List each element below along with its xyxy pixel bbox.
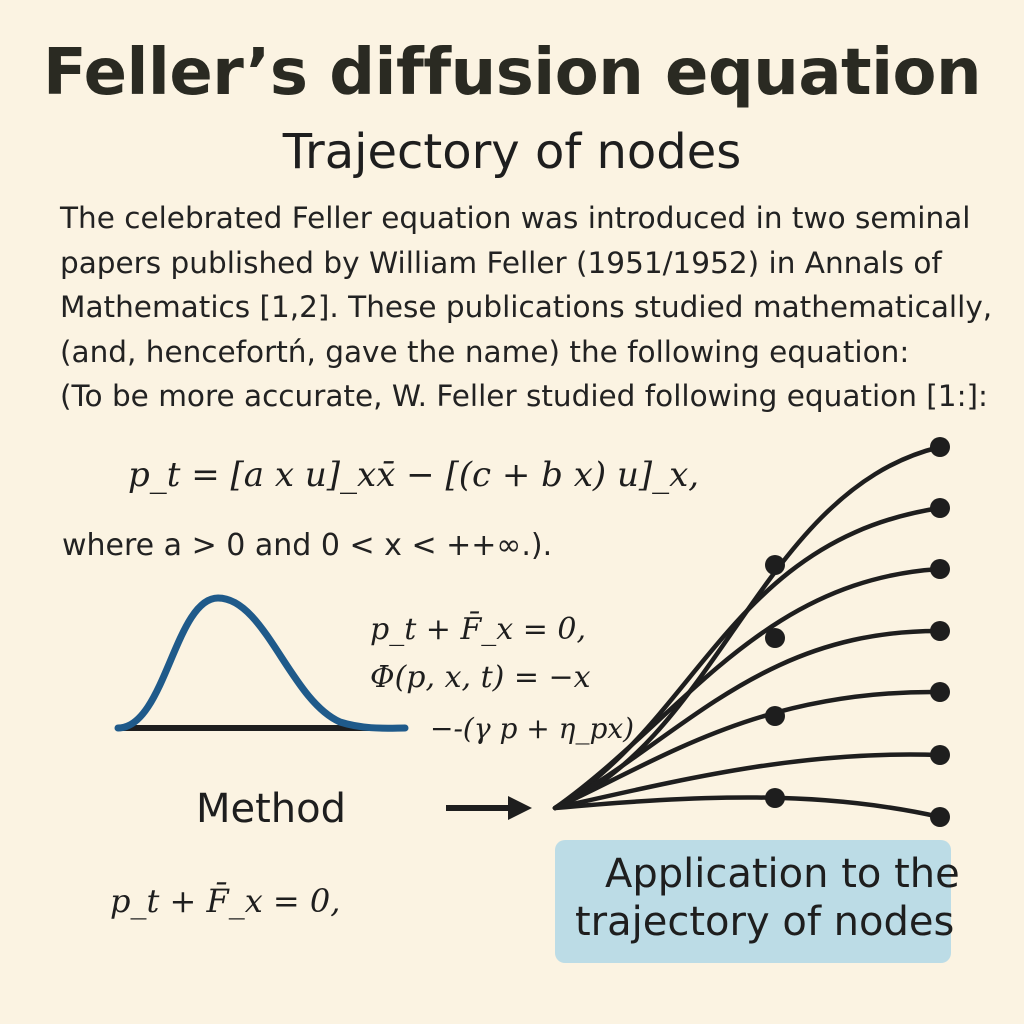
bell-curve-line xyxy=(114,594,409,732)
page-title: Feller’s diffusion equation xyxy=(42,36,982,110)
side-equation-1: p_t + F̄_x = 0, xyxy=(370,612,587,647)
paragraph-line: papers published by William Feller (1951… xyxy=(60,245,942,280)
bottom-equation: p_t + F̄_x = 0, xyxy=(110,882,341,920)
trajectory-line xyxy=(552,628,943,811)
node-point xyxy=(930,682,950,702)
trajectory-fan-diagram xyxy=(552,444,943,820)
bell-curve-icon xyxy=(114,594,409,732)
method-label: Method xyxy=(196,786,347,832)
trajectory-line xyxy=(552,795,943,820)
node-point xyxy=(930,498,950,518)
node-point xyxy=(930,621,950,641)
trajectory-line xyxy=(552,566,943,811)
node-point xyxy=(930,559,950,579)
node-point xyxy=(765,628,785,648)
node-point xyxy=(930,807,950,827)
arrow-right-icon xyxy=(446,796,532,820)
application-box-line-2: trajectory of nodes xyxy=(575,899,955,945)
application-box-line-1: Application to the xyxy=(605,851,960,897)
intro-paragraph: The celebrated Feller equation was intro… xyxy=(60,196,993,419)
trajectory-nodes xyxy=(765,437,950,827)
node-point xyxy=(930,437,950,457)
node-point xyxy=(765,706,785,726)
page-subtitle: Trajectory of nodes xyxy=(282,124,742,180)
where-condition: where a > 0 and 0 < x < ++∞.). xyxy=(62,528,553,563)
side-equation-3: −-(γ p + η_px) xyxy=(430,712,635,745)
application-box: Application to the trajectory of nodes xyxy=(555,840,960,963)
paragraph-line: (and, hencefortń, gave the name) the fol… xyxy=(60,334,910,369)
trajectory-line xyxy=(552,752,943,811)
trajectory-line xyxy=(552,689,943,811)
paragraph-line: (To be more accurate, W. Feller studied … xyxy=(60,379,988,413)
paragraph-line: Mathematics [1,2]. These publications st… xyxy=(60,290,993,324)
node-point xyxy=(765,788,785,808)
side-equation-2: Φ(p, x, t) = −x xyxy=(370,660,591,695)
paragraph-line: The celebrated Feller equation was intro… xyxy=(60,201,971,235)
node-point xyxy=(930,745,950,765)
node-point xyxy=(765,555,785,575)
main-equation: p_t = [a x u]_xx̄ − [(c + b x) u]_x, xyxy=(128,455,700,495)
